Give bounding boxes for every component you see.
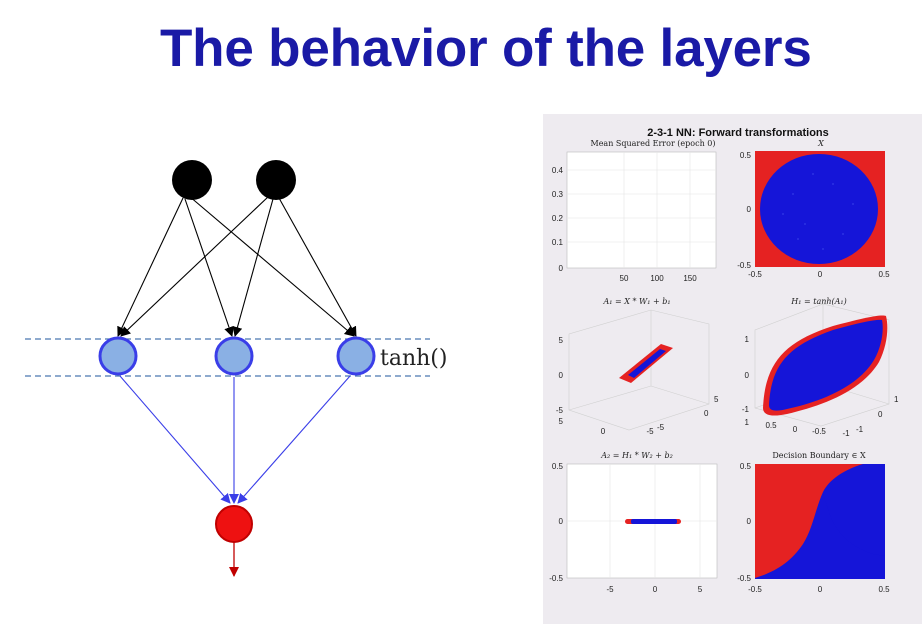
input-xtick-mid: 0 [818,270,823,279]
mse-ytick-2: 0.2 [552,214,564,223]
h1-ytick-0: -1 [856,425,864,434]
a2-xtick-mid: 0 [653,585,658,594]
subplot-decision-boundary: Decision Boundary ∈ X 0.5 0 -0.5 -0.5 0 … [737,451,890,594]
subplot-a2: A₂ = H₁ * W₂ + b₂ 0.5 0 -0.5 -5 0 5 [549,451,718,594]
a1-ytick-2: 5 [714,395,719,404]
edge-in2-h2 [232,198,274,337]
h1-ytick-1: 0 [878,410,883,419]
a2-blue-points [631,519,677,524]
subplot-h1: H₁ = tanh(A₁) 1 0 -1 1 0.5 0 -0.5 -1 -1 … [742,297,899,438]
decision-xtick-left: -0.5 [748,585,762,594]
subplot-a1: A₁ = X * W₁ + b₁ 5 0 -5 5 0 -5 -5 0 5 [556,297,719,436]
h1-xtick-4: -1 [842,429,850,438]
mse-ytick-1: 0.1 [552,238,564,247]
a1-xtick-1: 0 [601,427,606,436]
edge-in1-h3 [188,195,355,337]
mse-ytick-3: 0.3 [552,190,564,199]
edge-h1-out [119,375,231,504]
a1-ztick-top: 5 [559,336,564,345]
subplot-input-space: X 0.5 0 -0.5 -0.5 0 0.5 [737,139,890,279]
mse-xtick-2: 150 [683,274,697,283]
subplot-h1-title: H₁ = tanh(A₁) [790,297,847,306]
a2-ytick-bottom: -0.5 [549,574,563,583]
subplot-decision-title: Decision Boundary ∈ X [772,451,866,460]
input-space-blue-class [760,154,878,264]
a1-ytick-0: -5 [657,423,665,432]
a2-ytick-top: 0.5 [552,462,564,471]
hidden-to-output-edges [119,375,351,504]
mse-xtick-1: 100 [650,274,664,283]
h1-xtick-3: -0.5 [812,427,826,436]
a1-ytick-1: 0 [704,409,709,418]
subplot-mse: Mean Squared Error (epoch 0) 0 0.1 0.2 0… [552,139,717,283]
h1-xtick-1: 0.5 [765,421,777,430]
a2-xtick-left: -5 [606,585,614,594]
h1-blue-surface [769,319,883,411]
decision-red-region [755,464,885,556]
activation-label: tanh() [380,346,447,371]
input-ytick-top: 0.5 [740,151,752,160]
forward-transformations-figure: 2-3-1 NN: Forward transformations Mean S… [543,114,922,624]
input-ytick-bottom: -0.5 [737,261,751,270]
hidden-node-3 [336,336,376,376]
input-node-1 [172,160,212,200]
edge-in1-h1 [117,197,184,337]
decision-ytick-mid: 0 [747,517,752,526]
subplot-mse-title: Mean Squared Error (epoch 0) [591,139,716,148]
subplot-input-title: X [817,139,824,148]
a1-xtick-2: -5 [646,427,654,436]
a1-ztick-bottom: -5 [556,406,564,415]
figure-suptitle: 2-3-1 NN: Forward transformations [647,127,829,139]
hidden-node-1 [98,336,138,376]
input-xtick-right: 0.5 [878,270,890,279]
h1-ztick-top: 1 [745,335,750,344]
output-node [215,505,253,543]
decision-xtick-mid: 0 [818,585,823,594]
decision-red-region-left [755,464,863,578]
edge-in2-h1 [120,195,270,337]
mse-ytick-0: 0 [559,264,564,273]
network-diagram: tanh() [25,160,447,577]
h1-ztick-bottom: -1 [742,405,750,414]
mse-xtick-0: 50 [620,274,629,283]
decision-xtick-right: 0.5 [878,585,890,594]
input-to-hidden-edges [117,195,357,337]
subplot-a1-title: A₁ = X * W₁ + b₁ [602,297,670,306]
input-node-2 [256,160,296,200]
subplot-mse-axes [566,151,717,269]
hidden-node-2 [214,336,254,376]
slide-title: The behavior of the layers [160,19,812,78]
input-ytick-mid: 0 [747,205,752,214]
input-xtick-left: -0.5 [748,270,762,279]
a1-ztick-mid: 0 [559,371,564,380]
h1-xtick-0: 1 [745,418,750,427]
edge-in1-h2 [184,198,234,337]
a2-ytick-mid: 0 [559,517,564,526]
decision-ytick-bottom: -0.5 [737,574,751,583]
a1-xtick-0: 5 [559,417,564,426]
mse-ytick-4: 0.4 [552,166,564,175]
decision-ytick-top: 0.5 [740,462,752,471]
edge-h3-out [237,375,351,504]
h1-xtick-2: 0 [793,425,798,434]
a2-xtick-right: 5 [698,585,703,594]
h1-ytick-2: 1 [894,395,899,404]
subplot-a2-title: A₂ = H₁ * W₂ + b₂ [600,451,673,460]
a1-blue-plane [628,349,666,378]
h1-ztick-mid: 0 [745,371,750,380]
edge-in2-h3 [278,197,357,337]
